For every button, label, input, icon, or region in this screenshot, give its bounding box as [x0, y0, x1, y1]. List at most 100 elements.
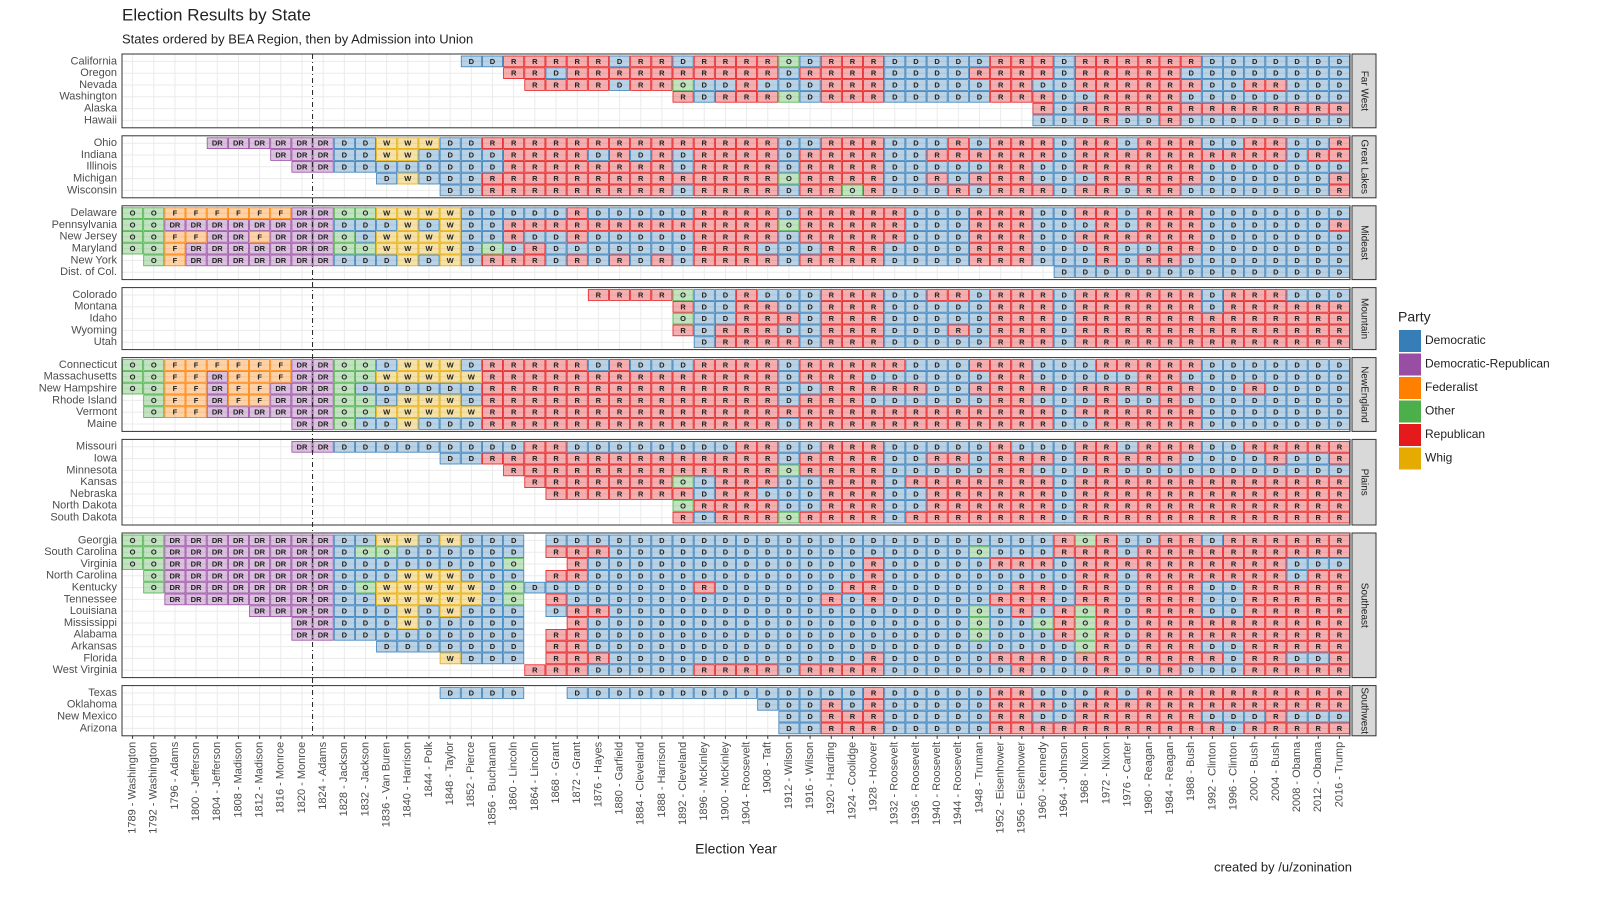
cell-label: D [405, 559, 411, 568]
cell-label: R [829, 408, 835, 417]
cell-label: D [829, 536, 835, 545]
cell-label: R [1167, 536, 1173, 545]
cell-label: D [1125, 642, 1131, 651]
cell-label: D [1316, 290, 1322, 299]
cell-label: R [1231, 302, 1237, 311]
cell-label: R [1167, 559, 1173, 568]
cell-label: R [871, 139, 877, 148]
cell-label: R [1252, 536, 1258, 545]
cell-label: R [1273, 139, 1279, 148]
cell-label: R [617, 69, 623, 78]
cell-label: R [1040, 338, 1046, 347]
cell-label: D [850, 571, 856, 580]
cell-label: R [702, 162, 708, 171]
cell-label: DR [212, 244, 223, 253]
cell-label: R [1294, 688, 1300, 697]
cell-label: D [638, 688, 644, 697]
cell-label: D [342, 536, 348, 545]
cell-label: D [892, 314, 898, 323]
cell-label: R [1337, 150, 1343, 159]
cell-label: O [786, 513, 792, 522]
cell-label: O [151, 256, 157, 265]
cell-label: DR [318, 595, 329, 604]
cell-label: DR [254, 139, 265, 148]
cell-label: R [1019, 338, 1025, 347]
cell-label: R [765, 220, 771, 229]
cell-label: R [1231, 548, 1237, 557]
cell-label: R [807, 186, 813, 195]
cell-label: D [490, 688, 496, 697]
cell-label: D [1337, 384, 1343, 393]
cell-label: D [829, 642, 835, 651]
cell-label: DR [212, 571, 223, 580]
cell-label: W [404, 618, 412, 627]
chart-subtitle: States ordered by BEA Region, then by Ad… [122, 31, 473, 46]
cell-label: D [913, 150, 919, 159]
cell-label: R [998, 372, 1004, 381]
cell-label: R [1188, 314, 1194, 323]
cell-label: D [1125, 583, 1131, 592]
cell-label: R [1019, 513, 1025, 522]
cell-label: D [469, 442, 475, 451]
cell-label: O [490, 244, 496, 253]
cell-label: D [1316, 162, 1322, 171]
cell-label: D [913, 536, 919, 545]
cell-label: R [1040, 302, 1046, 311]
cell-label: D [1231, 360, 1237, 369]
cell-label: DR [275, 571, 286, 580]
cell-label: D [342, 559, 348, 568]
cell-label: R [553, 162, 559, 171]
cell-label: D [956, 595, 962, 604]
cell-label: R [617, 256, 623, 265]
cell-label: D [786, 256, 792, 265]
cell-label: DR [233, 595, 244, 604]
cell-label: W [404, 372, 412, 381]
cell-label: R [617, 478, 623, 487]
cell-label: R [574, 220, 580, 229]
cell-label: D [363, 630, 369, 639]
cell-label: R [680, 513, 686, 522]
cell-label: R [807, 232, 813, 241]
cell-label: R [1231, 700, 1237, 709]
cell-label: D [1337, 408, 1343, 417]
cell-label: R [596, 478, 602, 487]
cell-label: R [1167, 232, 1173, 241]
cell-label: R [1316, 548, 1322, 557]
cell-label: R [1019, 80, 1025, 89]
cell-label: F [215, 360, 220, 369]
cell-label: D [723, 583, 729, 592]
cell-label: DR [233, 571, 244, 580]
cell-label: R [617, 162, 623, 171]
cell-label: D [1083, 174, 1089, 183]
cell-label: D [723, 630, 729, 639]
cell-label: D [617, 607, 623, 616]
cell-label: D [1125, 244, 1131, 253]
cell-label: R [850, 360, 856, 369]
cell-label: R [1019, 454, 1025, 463]
cell-label: R [829, 360, 835, 369]
cell-label: R [1252, 548, 1258, 557]
cell-label: R [1019, 478, 1025, 487]
cell-label: D [871, 548, 877, 557]
cell-label: D [1125, 571, 1131, 580]
cell-label: D [617, 666, 623, 675]
y-tick-label: South Carolina [44, 546, 118, 558]
cell-label: D [1146, 268, 1152, 277]
cell-label: O [341, 419, 347, 428]
y-tick-label: Utah [94, 336, 117, 348]
cell-label: W [425, 232, 433, 241]
cell-label: D [913, 571, 919, 580]
cell-label: R [1083, 700, 1089, 709]
cell-label: R [829, 244, 835, 253]
cell-label: D [913, 559, 919, 568]
cell-label: R [1188, 571, 1194, 580]
cell-label: R [1146, 384, 1152, 393]
cell-label: R [702, 232, 708, 241]
cell-label: D [490, 548, 496, 557]
cell-label: R [850, 244, 856, 253]
cell-label: D [1061, 372, 1067, 381]
cell-label: F [278, 372, 283, 381]
cell-label: R [1188, 630, 1194, 639]
cell-label: D [1273, 220, 1279, 229]
cell-label: W [425, 396, 433, 405]
